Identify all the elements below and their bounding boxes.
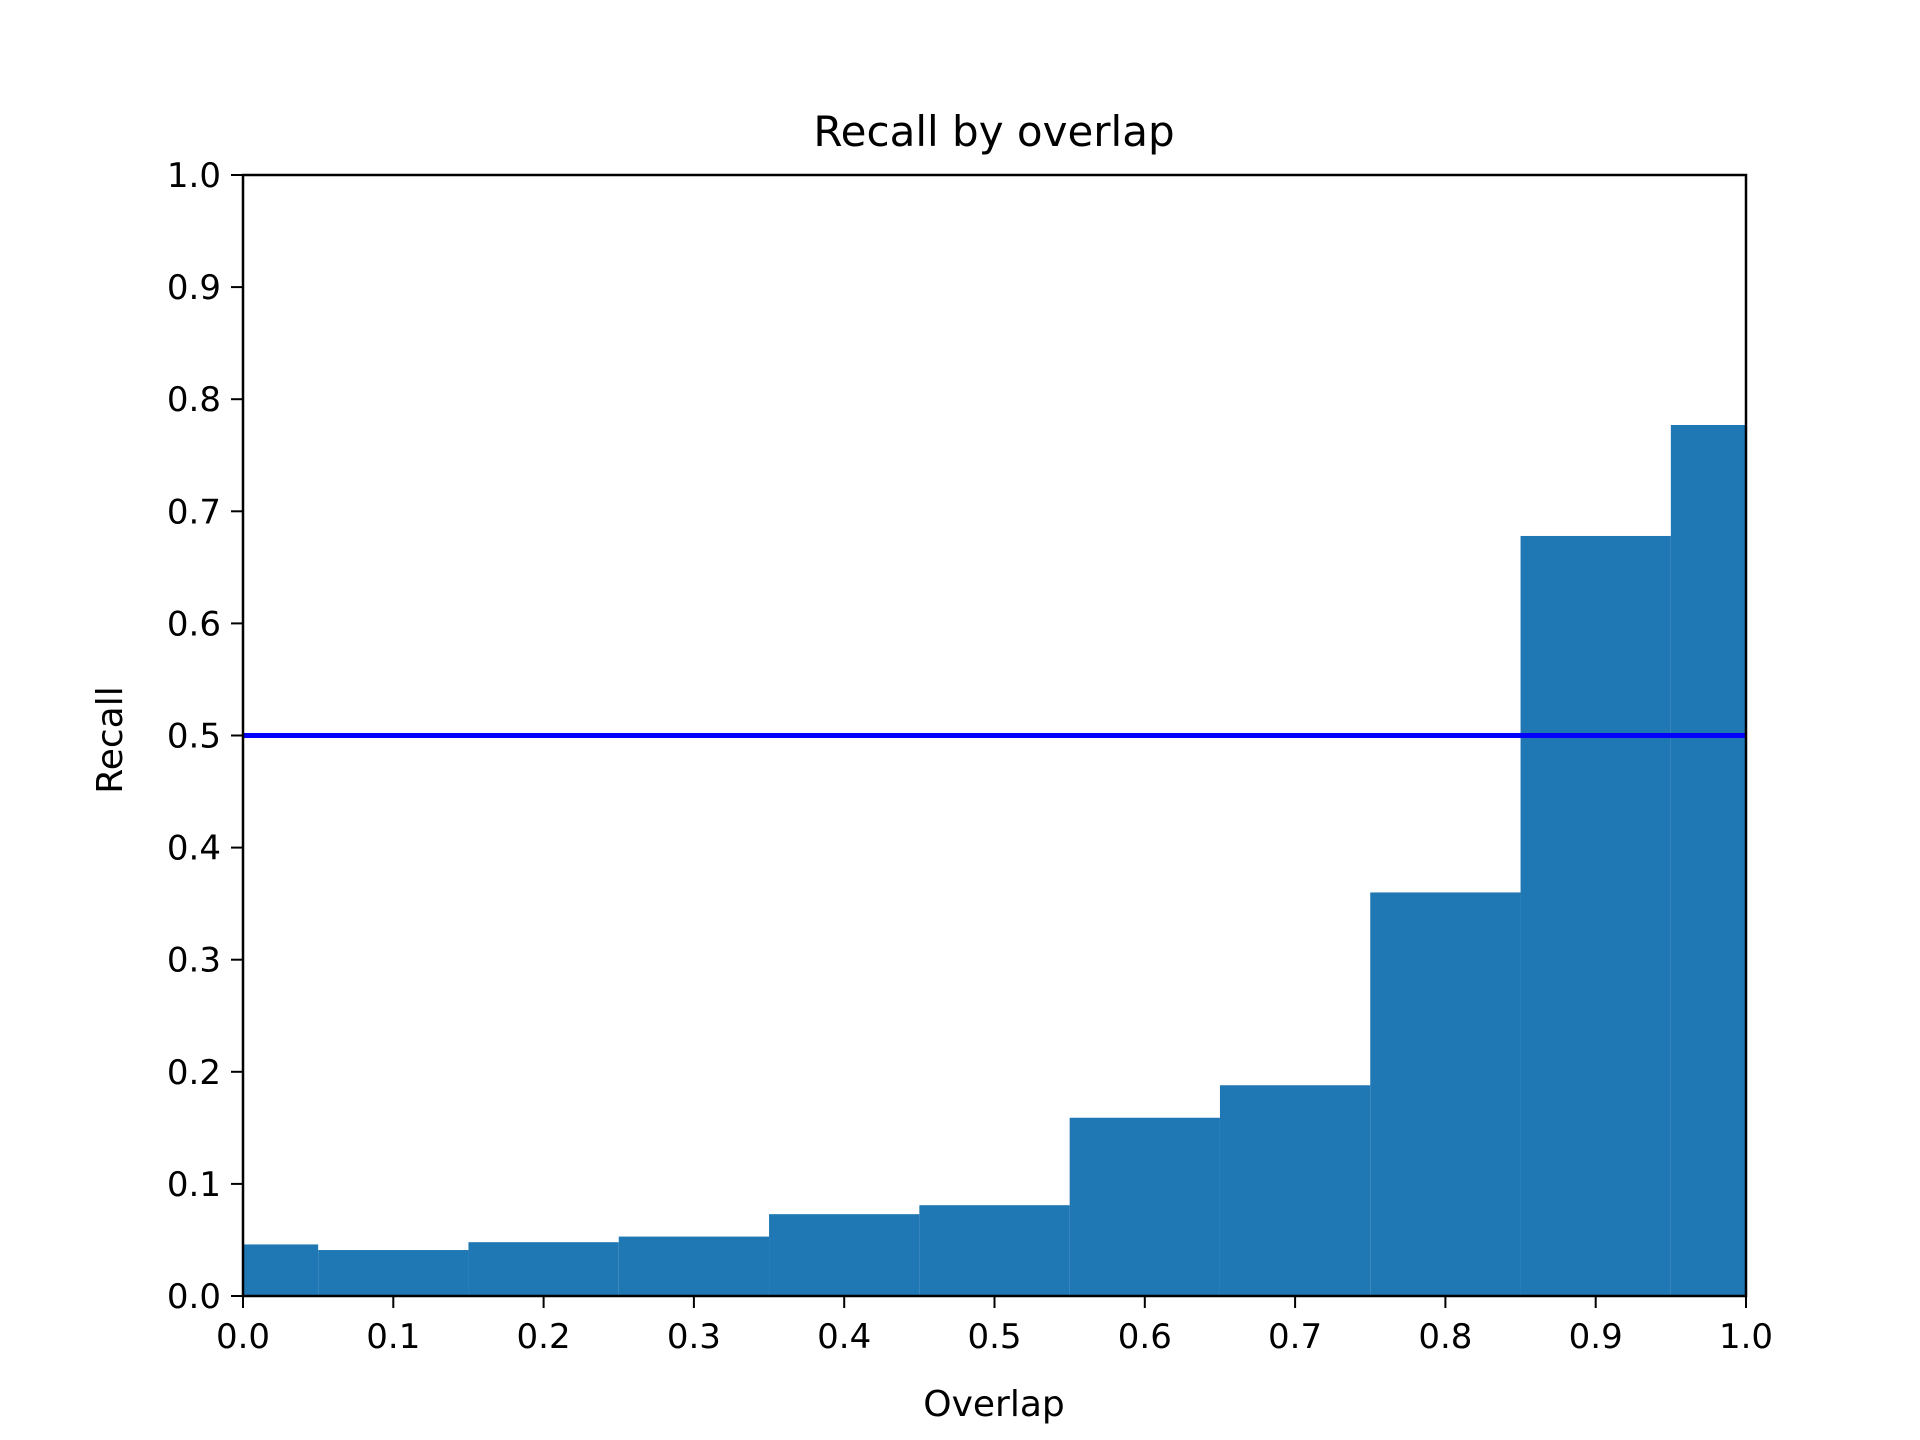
y-tick-label-4: 0.4	[167, 829, 221, 869]
bar-10	[1670, 424, 1746, 1296]
y-tick-label-5: 0.5	[167, 717, 221, 757]
bar-4	[769, 1214, 920, 1296]
bar-9	[1520, 535, 1671, 1296]
bar-0	[243, 1244, 319, 1296]
y-tick-label-0: 0.0	[167, 1277, 221, 1317]
y-tick-label-8: 0.8	[167, 380, 221, 420]
x-tick-label-1: 0.1	[366, 1317, 420, 1357]
bar-6	[1069, 1117, 1220, 1296]
y-tick-label-6: 0.6	[167, 604, 221, 644]
y-tick-label-7: 0.7	[167, 492, 221, 532]
x-tick-label-0: 0.0	[216, 1317, 270, 1357]
x-tick-label-6: 0.6	[1118, 1317, 1172, 1357]
y-tick-label-1: 0.1	[167, 1165, 221, 1205]
x-axis-ticks: 0.0 0.1 0.2 0.3 0.4 0.5 0.6 0.7 0.8 0.9 1.0	[216, 1296, 1773, 1357]
x-tick-label-7: 0.7	[1268, 1317, 1322, 1357]
bar-2	[468, 1242, 619, 1296]
x-tick-label-3: 0.3	[667, 1317, 721, 1357]
y-axis-ticks: 0.0 0.1 0.2 0.3 0.4 0.5 0.6 0.7 0.8 0.9 1.0	[167, 156, 243, 1317]
bar-8	[1370, 892, 1521, 1296]
chart-title: Recall by overlap	[813, 107, 1174, 156]
x-tick-label-5: 0.5	[967, 1317, 1021, 1357]
y-tick-label-10: 1.0	[167, 156, 221, 196]
bar-7	[1219, 1085, 1371, 1296]
y-tick-label-2: 0.2	[167, 1053, 221, 1093]
y-tick-label-3: 0.3	[167, 941, 221, 981]
x-tick-label-10: 1.0	[1719, 1317, 1773, 1357]
x-tick-label-2: 0.2	[517, 1317, 571, 1357]
x-tick-label-9: 0.9	[1569, 1317, 1623, 1357]
bar-3	[618, 1236, 770, 1296]
x-axis-label: Overlap	[923, 1384, 1065, 1425]
bar-5	[919, 1205, 1070, 1296]
x-tick-label-4: 0.4	[817, 1317, 871, 1357]
y-tick-label-9: 0.9	[167, 268, 221, 308]
x-tick-label-8: 0.8	[1418, 1317, 1472, 1357]
y-axis-label: Recall	[90, 686, 131, 793]
bars-group	[243, 424, 1746, 1296]
bar-1	[318, 1250, 469, 1296]
